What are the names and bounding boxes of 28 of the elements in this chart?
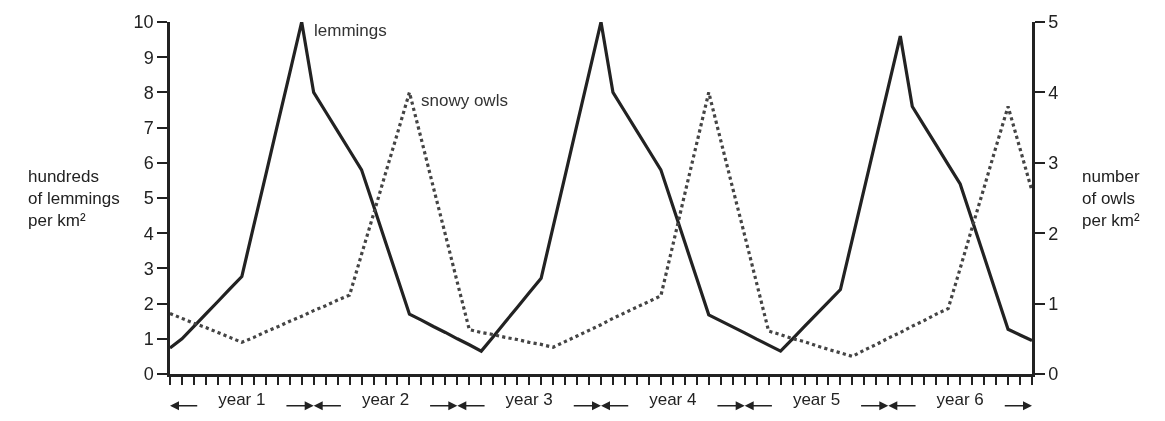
y-tick-label: 1 (143, 329, 154, 350)
y2-tick-label: 5 (1048, 12, 1059, 33)
y2-tick-label: 2 (1048, 223, 1059, 244)
series-label: snowy owls (421, 91, 508, 110)
x-tick-label: year 1 (218, 390, 266, 410)
y-tick-label: 7 (143, 117, 154, 138)
y2-tick-label: 0 (1048, 364, 1059, 385)
x-tick-label: year 6 (936, 390, 984, 410)
y-tick-label: 8 (143, 82, 154, 103)
y2-tick-label: 4 (1048, 82, 1059, 103)
y-axis-title: hundreds of lemmings per km² (28, 167, 120, 231)
y-tick-label: 6 (143, 153, 154, 174)
y-tick-label: 5 (143, 188, 154, 209)
y-tick-label: 0 (143, 364, 154, 385)
y-tick-label: 2 (143, 293, 154, 314)
x-tick-label: year 4 (649, 390, 697, 410)
x-tick-label: year 5 (792, 390, 841, 410)
y-tick-label: 9 (143, 47, 154, 68)
line-series (170, 90, 1032, 358)
y-tick-label: 3 (143, 258, 154, 279)
y-tick-label: 10 (133, 12, 154, 33)
series-label: lemmings (314, 21, 387, 40)
y2-axis-title: number of owls per km² (1082, 167, 1140, 231)
y2-tick-label: 3 (1048, 153, 1059, 174)
x-tick-label: year 3 (505, 390, 553, 410)
x-tick-label: year 2 (361, 390, 410, 410)
y2-tick-label: 1 (1048, 293, 1059, 314)
y-tick-label: 4 (143, 223, 154, 244)
